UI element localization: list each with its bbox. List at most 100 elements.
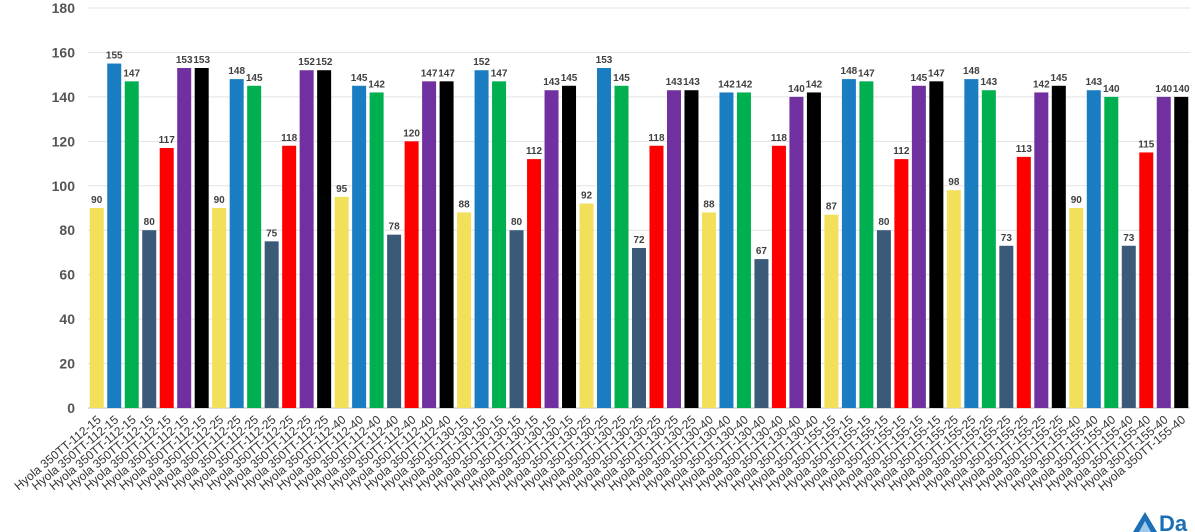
bar xyxy=(859,81,874,408)
y-tick-label: 140 xyxy=(52,89,76,105)
data-label: 90 xyxy=(1071,195,1083,206)
data-label: 118 xyxy=(281,133,298,144)
data-label: 88 xyxy=(459,199,471,210)
bar xyxy=(474,70,489,408)
data-label: 145 xyxy=(613,73,630,84)
data-label: 92 xyxy=(581,191,593,202)
bar xyxy=(317,70,332,408)
data-label: 147 xyxy=(123,68,140,79)
y-tick-label: 180 xyxy=(52,0,76,16)
y-tick-label: 100 xyxy=(52,178,76,194)
bar xyxy=(457,212,472,408)
data-label: 88 xyxy=(703,199,715,210)
data-label: 153 xyxy=(596,55,613,66)
data-label: 143 xyxy=(543,77,560,88)
bar xyxy=(509,230,524,408)
bar xyxy=(789,96,804,408)
data-label: 118 xyxy=(648,133,665,144)
data-label: 73 xyxy=(1123,233,1135,244)
bar xyxy=(544,90,559,408)
data-label: 112 xyxy=(893,146,910,157)
data-label: 147 xyxy=(421,68,438,79)
bar xyxy=(282,145,297,408)
bar xyxy=(1034,92,1049,408)
bar xyxy=(929,81,944,408)
bar xyxy=(422,81,437,408)
data-label: 80 xyxy=(144,217,156,228)
data-label: 80 xyxy=(878,217,890,228)
data-label: 72 xyxy=(633,235,645,246)
data-label: 112 xyxy=(526,146,543,157)
bar xyxy=(841,79,856,408)
bar xyxy=(352,85,367,409)
y-tick-label: 60 xyxy=(59,267,75,283)
bar xyxy=(1051,85,1066,409)
data-label: 143 xyxy=(1085,77,1102,88)
bar xyxy=(1104,96,1119,408)
data-label: 145 xyxy=(911,73,928,84)
data-label: 90 xyxy=(91,195,103,206)
data-label: 80 xyxy=(511,217,523,228)
data-label: 153 xyxy=(193,55,210,66)
data-label: 145 xyxy=(351,73,368,84)
bar xyxy=(894,159,909,408)
bar xyxy=(142,230,157,408)
bar xyxy=(299,70,314,408)
data-label: 140 xyxy=(1173,84,1190,95)
data-label: 73 xyxy=(1001,233,1013,244)
data-label: 120 xyxy=(403,128,420,139)
data-label: 117 xyxy=(159,135,176,146)
data-label: 142 xyxy=(368,79,385,90)
data-label: 142 xyxy=(1033,79,1050,90)
bar xyxy=(632,248,646,408)
data-label: 147 xyxy=(928,68,945,79)
data-label: 148 xyxy=(963,66,980,77)
y-tick-label: 0 xyxy=(67,400,75,416)
bar xyxy=(492,81,507,408)
bar xyxy=(334,196,349,408)
data-label: 145 xyxy=(1050,73,1067,84)
data-label: 147 xyxy=(858,68,875,79)
bar xyxy=(369,92,384,408)
data-label: 155 xyxy=(106,51,123,62)
bar xyxy=(177,68,192,408)
bar xyxy=(107,63,122,409)
bar xyxy=(579,203,594,408)
bar xyxy=(719,92,734,408)
y-axis-ticks: 0 20 40 60 80 100 120 140 160 180 xyxy=(52,0,76,416)
data-label: 78 xyxy=(389,222,401,233)
bar xyxy=(1069,208,1084,408)
y-tick-label: 80 xyxy=(59,222,75,238)
data-label: 152 xyxy=(473,57,490,68)
data-label: 140 xyxy=(1103,84,1120,95)
data-label: 90 xyxy=(214,195,226,206)
data-label: 148 xyxy=(841,66,858,77)
data-label: 147 xyxy=(491,68,508,79)
data-label: 145 xyxy=(246,73,263,84)
bar xyxy=(771,145,786,408)
bar xyxy=(736,92,751,408)
bar xyxy=(666,90,681,408)
bar xyxy=(806,92,821,408)
bar xyxy=(124,81,139,408)
data-label: 140 xyxy=(788,84,805,95)
brand-logo: Da xyxy=(1131,506,1195,532)
data-label: 113 xyxy=(1016,144,1033,155)
bar xyxy=(911,85,926,409)
y-tick-label: 120 xyxy=(52,133,76,149)
bars xyxy=(89,63,1189,409)
data-label: 142 xyxy=(718,79,735,90)
data-label: 140 xyxy=(1155,84,1172,95)
bar xyxy=(229,79,244,408)
bar xyxy=(527,159,542,408)
data-label: 143 xyxy=(683,77,700,88)
bar xyxy=(247,85,262,409)
bar xyxy=(1016,156,1031,408)
data-label: 153 xyxy=(176,55,193,66)
bar xyxy=(964,79,979,408)
data-label: 142 xyxy=(736,79,753,90)
data-label: 152 xyxy=(316,57,333,68)
